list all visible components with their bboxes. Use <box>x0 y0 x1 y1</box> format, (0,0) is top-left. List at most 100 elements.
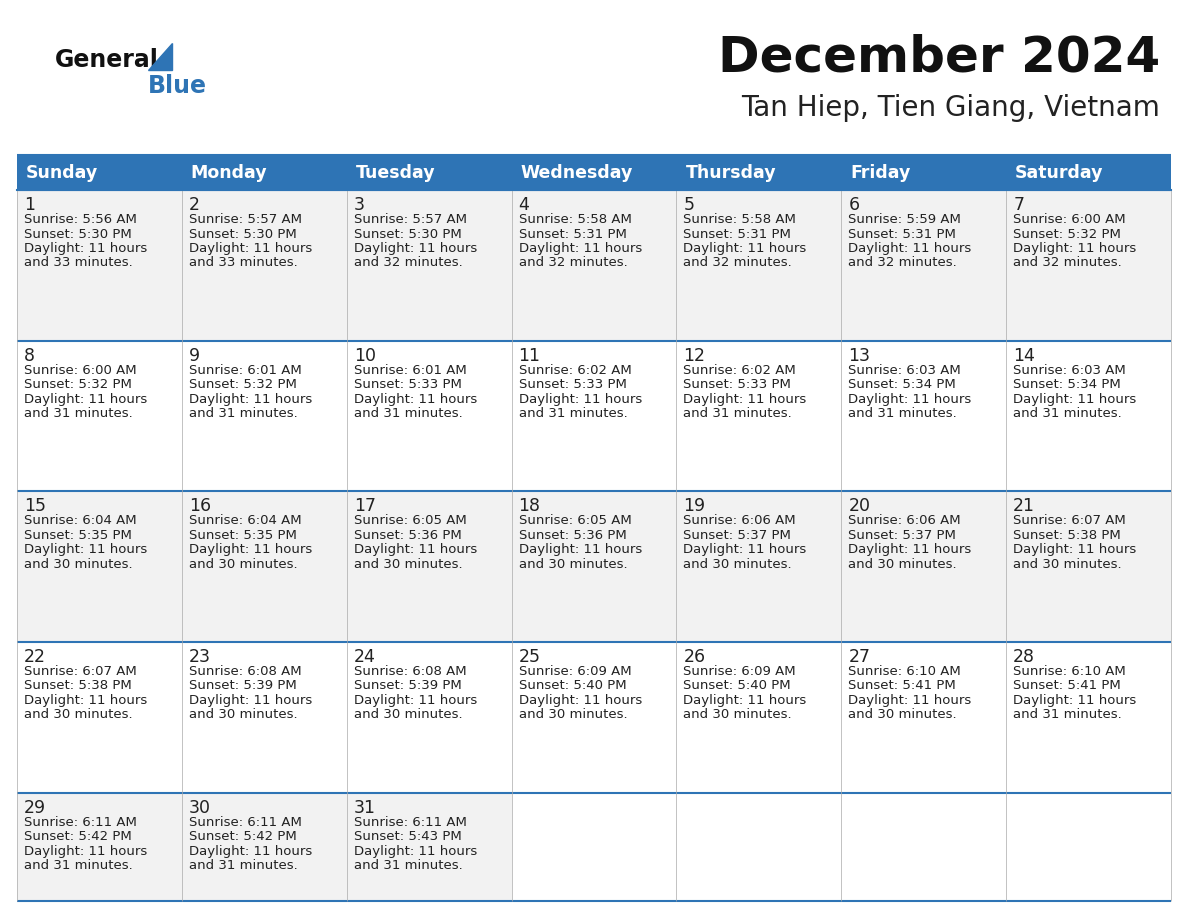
Bar <box>17 341 182 491</box>
Text: 5: 5 <box>683 196 695 214</box>
Text: 13: 13 <box>848 347 871 364</box>
Text: 18: 18 <box>519 498 541 515</box>
Text: Sunset: 5:40 PM: Sunset: 5:40 PM <box>519 679 626 692</box>
Text: 28: 28 <box>1013 648 1035 666</box>
Text: Sunset: 5:37 PM: Sunset: 5:37 PM <box>683 529 791 542</box>
Text: Sunset: 5:35 PM: Sunset: 5:35 PM <box>24 529 132 542</box>
Text: and 31 minutes.: and 31 minutes. <box>24 408 133 420</box>
Text: Sunset: 5:43 PM: Sunset: 5:43 PM <box>354 830 461 843</box>
Text: Daylight: 11 hours: Daylight: 11 hours <box>848 694 972 707</box>
Text: Sunrise: 5:58 AM: Sunrise: 5:58 AM <box>519 213 632 226</box>
Text: Saturday: Saturday <box>1015 163 1104 182</box>
Text: Sunrise: 5:59 AM: Sunrise: 5:59 AM <box>848 213 961 226</box>
Bar <box>512 341 676 491</box>
Bar <box>512 190 676 341</box>
Text: 25: 25 <box>519 648 541 666</box>
Text: and 32 minutes.: and 32 minutes. <box>683 256 792 270</box>
Text: Daylight: 11 hours: Daylight: 11 hours <box>683 393 807 406</box>
Bar <box>17 491 182 642</box>
Bar <box>347 792 512 901</box>
Bar <box>347 190 512 341</box>
Text: and 31 minutes.: and 31 minutes. <box>683 408 792 420</box>
Text: 10: 10 <box>354 347 375 364</box>
Text: Daylight: 11 hours: Daylight: 11 hours <box>24 694 147 707</box>
Text: Sunrise: 6:11 AM: Sunrise: 6:11 AM <box>24 815 137 829</box>
Text: and 31 minutes.: and 31 minutes. <box>1013 709 1121 722</box>
Text: 3: 3 <box>354 196 365 214</box>
Text: Daylight: 11 hours: Daylight: 11 hours <box>24 543 147 556</box>
Text: Sunset: 5:31 PM: Sunset: 5:31 PM <box>519 228 626 241</box>
Text: Daylight: 11 hours: Daylight: 11 hours <box>189 694 312 707</box>
Text: Daylight: 11 hours: Daylight: 11 hours <box>683 242 807 255</box>
Text: Daylight: 11 hours: Daylight: 11 hours <box>189 543 312 556</box>
Text: and 31 minutes.: and 31 minutes. <box>848 408 958 420</box>
Text: and 30 minutes.: and 30 minutes. <box>848 558 956 571</box>
Text: Sunrise: 6:01 AM: Sunrise: 6:01 AM <box>354 364 467 376</box>
Text: Daylight: 11 hours: Daylight: 11 hours <box>354 694 476 707</box>
Bar <box>1006 491 1171 642</box>
Text: Sunset: 5:35 PM: Sunset: 5:35 PM <box>189 529 297 542</box>
Text: 14: 14 <box>1013 347 1035 364</box>
Bar <box>512 491 676 642</box>
Text: Sunrise: 6:07 AM: Sunrise: 6:07 AM <box>24 665 137 677</box>
Text: Sunset: 5:39 PM: Sunset: 5:39 PM <box>189 679 297 692</box>
Text: 7: 7 <box>1013 196 1024 214</box>
Text: and 32 minutes.: and 32 minutes. <box>848 256 958 270</box>
Bar <box>182 341 347 491</box>
Text: and 30 minutes.: and 30 minutes. <box>354 709 462 722</box>
Bar <box>1006 190 1171 341</box>
Text: Wednesday: Wednesday <box>520 163 633 182</box>
Text: 17: 17 <box>354 498 375 515</box>
Text: Sunset: 5:32 PM: Sunset: 5:32 PM <box>24 378 132 391</box>
Text: and 30 minutes.: and 30 minutes. <box>848 709 956 722</box>
Text: Sunrise: 6:03 AM: Sunrise: 6:03 AM <box>1013 364 1126 376</box>
Text: Sunrise: 6:02 AM: Sunrise: 6:02 AM <box>519 364 631 376</box>
Bar <box>17 792 182 901</box>
Text: Sunrise: 6:04 AM: Sunrise: 6:04 AM <box>189 514 302 527</box>
Text: and 31 minutes.: and 31 minutes. <box>519 408 627 420</box>
Text: Daylight: 11 hours: Daylight: 11 hours <box>354 543 476 556</box>
Text: Sunset: 5:38 PM: Sunset: 5:38 PM <box>24 679 132 692</box>
Text: Sunset: 5:30 PM: Sunset: 5:30 PM <box>354 228 461 241</box>
Bar <box>1006 155 1171 190</box>
Text: and 31 minutes.: and 31 minutes. <box>354 859 462 872</box>
Text: Daylight: 11 hours: Daylight: 11 hours <box>24 242 147 255</box>
Bar <box>676 642 841 792</box>
Text: Sunrise: 6:05 AM: Sunrise: 6:05 AM <box>354 514 467 527</box>
Text: 4: 4 <box>519 196 530 214</box>
Text: Daylight: 11 hours: Daylight: 11 hours <box>519 393 642 406</box>
Text: 19: 19 <box>683 498 706 515</box>
Text: 22: 22 <box>24 648 46 666</box>
Text: General: General <box>55 48 159 72</box>
Text: Daylight: 11 hours: Daylight: 11 hours <box>354 242 476 255</box>
Text: Daylight: 11 hours: Daylight: 11 hours <box>848 543 972 556</box>
Text: Daylight: 11 hours: Daylight: 11 hours <box>189 393 312 406</box>
Text: 8: 8 <box>24 347 34 364</box>
Text: and 30 minutes.: and 30 minutes. <box>683 558 792 571</box>
Text: Sunset: 5:38 PM: Sunset: 5:38 PM <box>1013 529 1121 542</box>
Text: Sunrise: 6:10 AM: Sunrise: 6:10 AM <box>848 665 961 677</box>
Text: and 30 minutes.: and 30 minutes. <box>519 558 627 571</box>
Text: Sunset: 5:39 PM: Sunset: 5:39 PM <box>354 679 461 692</box>
Text: 31: 31 <box>354 799 375 816</box>
Polygon shape <box>148 43 172 70</box>
Bar <box>676 491 841 642</box>
Text: 9: 9 <box>189 347 200 364</box>
Bar <box>182 155 347 190</box>
Text: 21: 21 <box>1013 498 1035 515</box>
Text: and 31 minutes.: and 31 minutes. <box>189 408 298 420</box>
Text: Daylight: 11 hours: Daylight: 11 hours <box>24 845 147 857</box>
Text: Daylight: 11 hours: Daylight: 11 hours <box>354 845 476 857</box>
Text: Daylight: 11 hours: Daylight: 11 hours <box>354 393 476 406</box>
Text: Sunrise: 6:06 AM: Sunrise: 6:06 AM <box>683 514 796 527</box>
Text: and 31 minutes.: and 31 minutes. <box>189 859 298 872</box>
Text: Daylight: 11 hours: Daylight: 11 hours <box>1013 543 1137 556</box>
Text: Sunset: 5:41 PM: Sunset: 5:41 PM <box>848 679 956 692</box>
Text: Daylight: 11 hours: Daylight: 11 hours <box>189 845 312 857</box>
Text: and 32 minutes.: and 32 minutes. <box>354 256 462 270</box>
Bar <box>841 341 1006 491</box>
Bar <box>1006 341 1171 491</box>
Text: Sunrise: 6:07 AM: Sunrise: 6:07 AM <box>1013 514 1126 527</box>
Bar <box>841 190 1006 341</box>
Text: 11: 11 <box>519 347 541 364</box>
